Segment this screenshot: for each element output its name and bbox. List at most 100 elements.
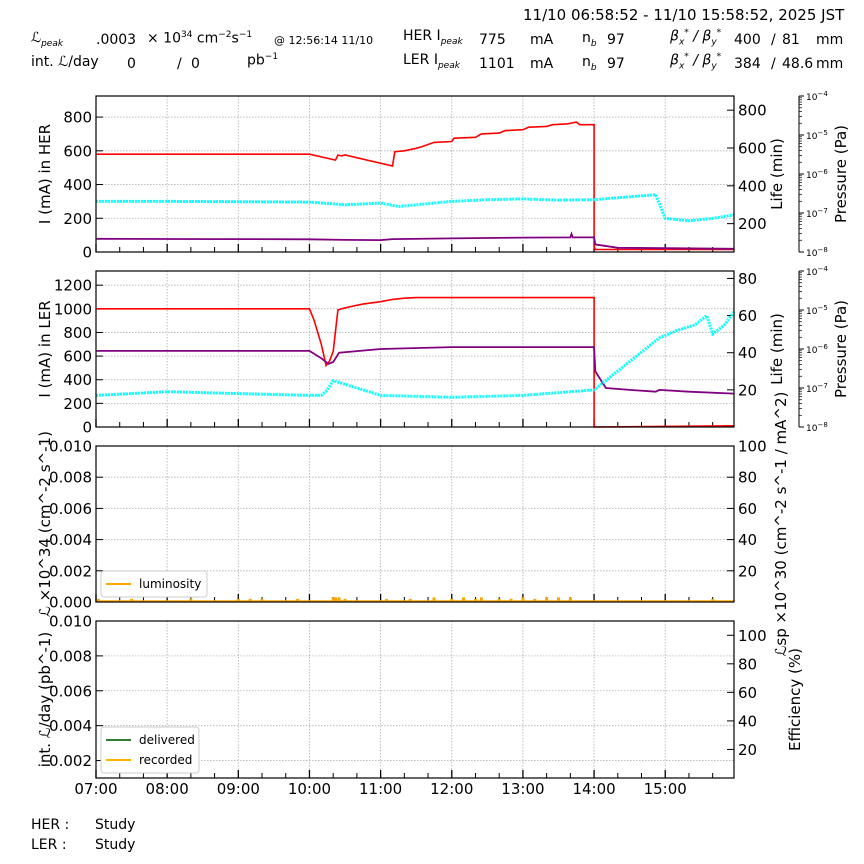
x-tick-label: 12:00 bbox=[430, 780, 473, 798]
y-axis-label: ℒ ×10^34 (cm^-2 s^-1) bbox=[36, 431, 54, 617]
plot-frame bbox=[95, 445, 735, 603]
pressure-tick-exp: −7 bbox=[817, 207, 827, 215]
pressure-tick-exp: −4 bbox=[817, 90, 828, 98]
luminosity-bar bbox=[331, 597, 335, 602]
y-right-tick-label: 800 bbox=[738, 102, 767, 120]
pressure-trace bbox=[96, 193, 735, 223]
her-beta-y: 81 bbox=[782, 32, 800, 48]
legend-label-recorded: recorded bbox=[139, 753, 192, 767]
y-right-tick-label: 20 bbox=[738, 562, 757, 580]
pressure-tick-exp: −6 bbox=[817, 343, 828, 351]
y-tick-label: 200 bbox=[63, 210, 92, 228]
lpeak-label: ℒpeak bbox=[31, 30, 63, 49]
intl-unit-text: pb bbox=[247, 52, 265, 69]
pressure-tick-label: 10−8 bbox=[806, 246, 828, 259]
ler-status-label: LER : bbox=[31, 837, 67, 853]
her-nb-value: 97 bbox=[607, 32, 625, 48]
y-right-tick-label: 80 bbox=[738, 469, 757, 487]
pressure-tick-exp: −8 bbox=[817, 421, 827, 429]
y-tick-label: 0.006 bbox=[49, 682, 92, 700]
intl-delivered: 0 bbox=[127, 56, 136, 72]
her-ipeak-label: HER Ipeak bbox=[403, 28, 463, 47]
y-right-tick-label: 60 bbox=[738, 307, 757, 325]
pressure-tick-label: 10−6 bbox=[806, 343, 828, 356]
time-range: 11/10 06:58:52 - 11/10 15:58:52, 2025 JS… bbox=[523, 6, 845, 24]
pressure-tick-label: 10−7 bbox=[806, 382, 828, 395]
y-tick-label: 0.004 bbox=[49, 717, 92, 735]
y-tick-label: 800 bbox=[63, 324, 92, 342]
y-right-tick-label: 60 bbox=[738, 500, 757, 518]
lpeak-unit: × 1034 cm−2s−1 bbox=[147, 30, 252, 47]
lpeak-unit-cm-exp: −2 bbox=[218, 30, 232, 40]
y-tick-label: 0.000 bbox=[49, 594, 92, 612]
x-tick-label: 09:00 bbox=[217, 780, 260, 798]
y-right-axis-label: Efficiency (%) bbox=[786, 648, 804, 751]
her-nb-label: nb bbox=[582, 30, 597, 49]
x-tick-label: 13:00 bbox=[501, 780, 544, 798]
ler-ipeak-label: LER Ipeak bbox=[403, 52, 460, 71]
legend-box bbox=[100, 570, 208, 598]
chart-ler: 0 200 400 600 800 1000 1200 20 40 60 80 I (mA) in L… bbox=[36, 265, 850, 437]
y-tick-label: 0 bbox=[82, 244, 92, 262]
y-right-tick-label: 40 bbox=[738, 531, 757, 549]
y-right-axis-label: Life (min) bbox=[768, 138, 786, 210]
her-label-sub: peak bbox=[440, 36, 463, 47]
lpeak-unit-s: s bbox=[231, 30, 239, 47]
pressure-tick-label: 10−5 bbox=[806, 129, 828, 142]
y-right-tick-label: 100 bbox=[738, 438, 767, 456]
y-axis-label: int. ℒ/day (pb^-1) bbox=[36, 632, 54, 768]
pressure-tick-label: 10−8 bbox=[806, 421, 828, 434]
ler-nb-sub: b bbox=[590, 62, 597, 73]
her-ipeak-unit: mA bbox=[530, 32, 554, 48]
lifetime-trace bbox=[96, 346, 735, 395]
pressure-tick-label: 10−7 bbox=[806, 207, 828, 220]
y-tick-label: 600 bbox=[63, 142, 92, 160]
intl-unit: pb−1 bbox=[247, 52, 278, 69]
lpeak-unit-cm: cm bbox=[192, 30, 219, 47]
her-status-value: Study bbox=[95, 817, 136, 833]
intl-label: int. ℒ/day bbox=[31, 54, 99, 70]
y-right-tick-label: 20 bbox=[738, 381, 757, 399]
x-tick-label: 15:00 bbox=[644, 780, 687, 798]
y-axis-label: I (mA) in HER bbox=[36, 124, 54, 224]
her-label-text: HER I bbox=[403, 28, 441, 44]
pressure-tick-exp: −6 bbox=[817, 168, 828, 176]
y-tick-label: 200 bbox=[63, 395, 92, 413]
x-tick-label: 07:00 bbox=[74, 780, 117, 798]
ler-beta-sep: / bbox=[771, 56, 776, 72]
pressure-tick-label: 10−4 bbox=[806, 265, 828, 278]
y-axis-label: I (mA) in LER bbox=[36, 300, 54, 397]
y-right-tick-label: 80 bbox=[738, 655, 757, 673]
chart-integrated: 0.002 0.004 0.006 0.008 0.010 20 40 60 80 100 int.… bbox=[36, 613, 804, 799]
legend-label-delivered: delivered bbox=[139, 733, 195, 747]
plot-frame bbox=[95, 270, 735, 428]
ler-nb-n: n bbox=[582, 54, 591, 70]
pressure-tick-label: 10−6 bbox=[806, 168, 828, 181]
y-tick-label: 0.008 bbox=[49, 647, 92, 665]
current-trace bbox=[96, 121, 734, 251]
y-right-tick-label: 200 bbox=[738, 215, 767, 233]
pressure-tick-exp: −5 bbox=[817, 129, 827, 137]
intl-recorded: 0 bbox=[191, 56, 200, 72]
her-status-label: HER : bbox=[31, 817, 70, 833]
luminosity-bar bbox=[432, 597, 436, 602]
y-right-tick-label: 80 bbox=[738, 270, 757, 288]
y-tick-label: 400 bbox=[63, 371, 92, 389]
lifetime-trace bbox=[95, 231, 735, 250]
lpeak-value: .0003 bbox=[96, 32, 137, 48]
her-beta-sep: / bbox=[771, 32, 776, 48]
luminosity-bar bbox=[479, 597, 483, 602]
luminosity-bar bbox=[462, 597, 466, 602]
pressure-axis-label: Pressure (Pa) bbox=[832, 300, 850, 398]
y-tick-label: 0.006 bbox=[49, 500, 92, 518]
y-tick-label: 0.008 bbox=[49, 469, 92, 487]
her-nb-n: n bbox=[582, 30, 591, 46]
ler-label-text: LER I bbox=[403, 52, 438, 68]
lpeak-unit-exp: 34 bbox=[181, 30, 193, 40]
y-right-tick-label: 20 bbox=[738, 741, 757, 759]
plot-frame bbox=[95, 620, 735, 779]
x-tick-label: 10:00 bbox=[288, 780, 331, 798]
y-right-tick-label: 40 bbox=[738, 712, 757, 730]
y-tick-label: 0.010 bbox=[49, 613, 92, 631]
